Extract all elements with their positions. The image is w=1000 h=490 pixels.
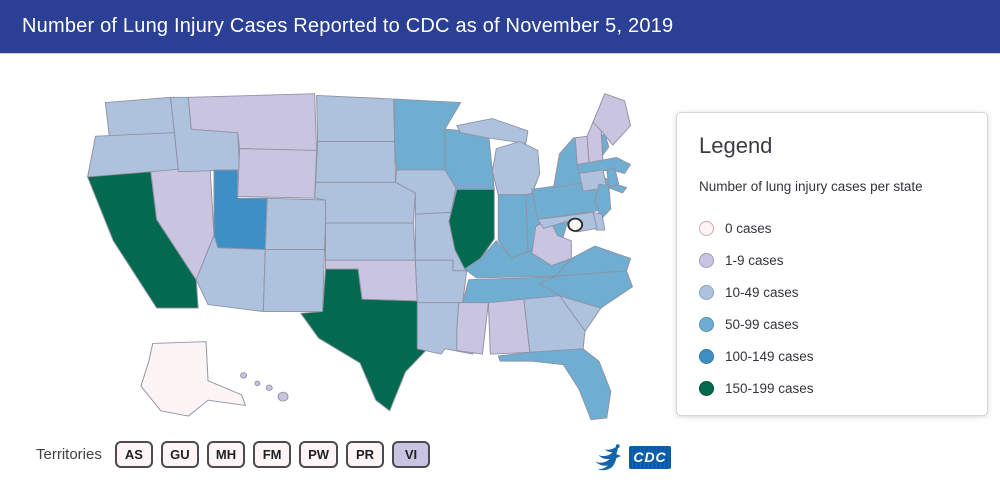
legend-item-label: 0 cases [725, 220, 772, 236]
legend-item-label: 50-99 cases [725, 316, 799, 332]
state-hi[interactable] [265, 384, 273, 391]
page-header: Number of Lung Injury Cases Reported to … [0, 0, 1000, 54]
state-fl[interactable] [497, 348, 612, 421]
legend-panel: Legend Number of lung injury cases per s… [676, 112, 988, 416]
hhs-eagle-icon [595, 444, 622, 471]
us-choropleth-map [87, 93, 633, 421]
territories-label: Territories [36, 446, 102, 463]
legend-swatch-150-199 [699, 380, 714, 396]
state-co[interactable] [264, 197, 327, 251]
legend-swatch-0 [699, 220, 714, 236]
legend-item: 150-199 cases [699, 372, 965, 404]
state-nm[interactable] [262, 249, 326, 313]
territory-button-as[interactable]: AS [114, 441, 153, 468]
legend-item-label: 1-9 cases [725, 252, 784, 268]
state-wa[interactable] [104, 96, 175, 137]
state-nd[interactable] [316, 95, 396, 142]
territory-buttons: AS GU MH FM PW PR VI [114, 441, 431, 468]
state-ms[interactable] [456, 302, 489, 355]
territory-button-gu[interactable]: GU [160, 441, 199, 468]
cdc-logo: CDC [629, 445, 671, 469]
state-ri[interactable] [606, 167, 620, 189]
territory-button-fm[interactable]: FM [253, 441, 292, 468]
territory-button-vi[interactable]: VI [392, 441, 431, 468]
legend-swatch-1-9 [699, 252, 714, 268]
territory-button-pw[interactable]: PW [299, 441, 339, 468]
page-title: Number of Lung Injury Cases Reported to … [22, 15, 674, 37]
state-hi[interactable] [277, 391, 289, 402]
legend-item: 1-9 cases [699, 244, 965, 276]
legend-item: 100-149 cases [699, 340, 965, 372]
state-hi[interactable] [240, 372, 248, 379]
state-sd[interactable] [315, 141, 397, 183]
dc-marker[interactable] [567, 217, 584, 232]
state-nh[interactable] [586, 121, 604, 164]
territory-button-mh[interactable]: MH [206, 441, 246, 468]
state-mi[interactable] [456, 118, 529, 144]
footer-logos: CDC [590, 440, 671, 474]
legend-item-label: 100-149 cases [725, 348, 814, 364]
legend-items: 0 cases 1-9 cases 10-49 cases 50-99 cases 10… [699, 212, 965, 404]
state-ne[interactable] [314, 181, 416, 224]
legend-subtitle: Number of lung injury cases per state [699, 179, 923, 194]
legend-item-label: 150-199 cases [725, 380, 814, 396]
legend-item-label: 10-49 cases [725, 284, 799, 300]
legend-swatch-100-149 [699, 348, 714, 364]
legend-title: Legend [699, 133, 773, 158]
state-va[interactable] [555, 245, 632, 277]
state-wi[interactable] [444, 128, 495, 190]
legend-item: 10-49 cases [699, 276, 965, 308]
legend-item: 0 cases [699, 212, 965, 244]
state-me[interactable] [592, 93, 632, 146]
legend-swatch-10-49 [699, 284, 714, 300]
state-mi[interactable] [491, 141, 541, 196]
state-wy[interactable] [237, 148, 318, 199]
legend-item: 50-99 cases [699, 308, 965, 340]
state-tx[interactable] [300, 268, 432, 412]
state-ks[interactable] [325, 222, 416, 261]
state-hi[interactable] [254, 380, 261, 386]
state-nj[interactable] [594, 183, 612, 220]
legend-swatch-50-99 [699, 316, 714, 332]
state-al[interactable] [487, 298, 531, 355]
territories-bar: Territories AS GU MH FM PW PR VI [36, 441, 431, 468]
territory-button-pr[interactable]: PR [346, 441, 385, 468]
state-ak[interactable] [140, 341, 247, 417]
